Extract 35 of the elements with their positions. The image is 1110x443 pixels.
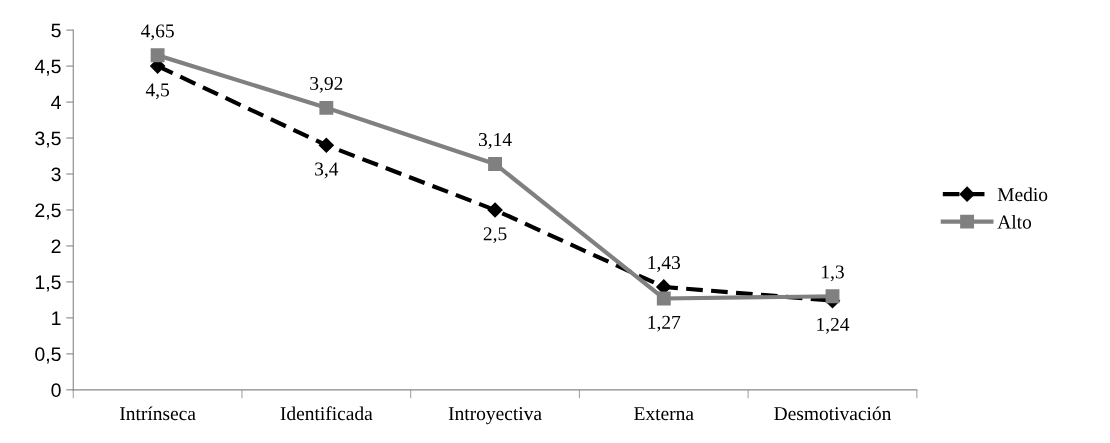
y-tick-label: 2,5	[35, 203, 61, 220]
legend-label: Medio	[997, 187, 1048, 202]
point	[488, 156, 503, 171]
point	[487, 202, 503, 218]
point	[319, 100, 334, 115]
x-tick-label: Externa	[634, 407, 694, 421]
y-tick-label: 4,5	[34, 59, 61, 76]
y-tick-label: 0,5	[35, 347, 61, 364]
data-label: 1,3	[822, 265, 844, 282]
data-label: 1,24	[817, 317, 850, 334]
x-tick-label: Intrínseca	[119, 406, 196, 421]
point	[656, 291, 671, 306]
point	[150, 48, 165, 63]
y-tick-label: 0	[51, 383, 61, 398]
y-tick-label: 3	[51, 167, 61, 182]
data-label: 1,43	[648, 256, 681, 272]
y-tick-label: 1,5	[35, 275, 61, 292]
y-tick-label: 5	[51, 23, 61, 38]
data-label: 3,92	[310, 76, 343, 93]
y-tick-label: 4	[51, 95, 61, 110]
point	[825, 289, 840, 304]
x-tick-label: Identificada	[280, 406, 373, 421]
y-tick-label: 2	[51, 239, 61, 253]
data-label: 3,14	[478, 133, 512, 149]
x-tick-label: Introyectiva	[448, 407, 542, 425]
x-tick-label: Desmotivación	[774, 406, 892, 421]
data-label: 4,5	[145, 83, 170, 100]
point	[318, 137, 334, 153]
data-label: 3,4	[315, 162, 339, 179]
data-label: 4,65	[140, 24, 174, 41]
data-label: 1,27	[648, 315, 681, 332]
y-tick-label: 1	[52, 311, 61, 325]
legend-label: Alto	[997, 214, 1032, 229]
data-label: 2,5	[483, 227, 507, 244]
y-tick-label: 3,5	[35, 131, 61, 148]
